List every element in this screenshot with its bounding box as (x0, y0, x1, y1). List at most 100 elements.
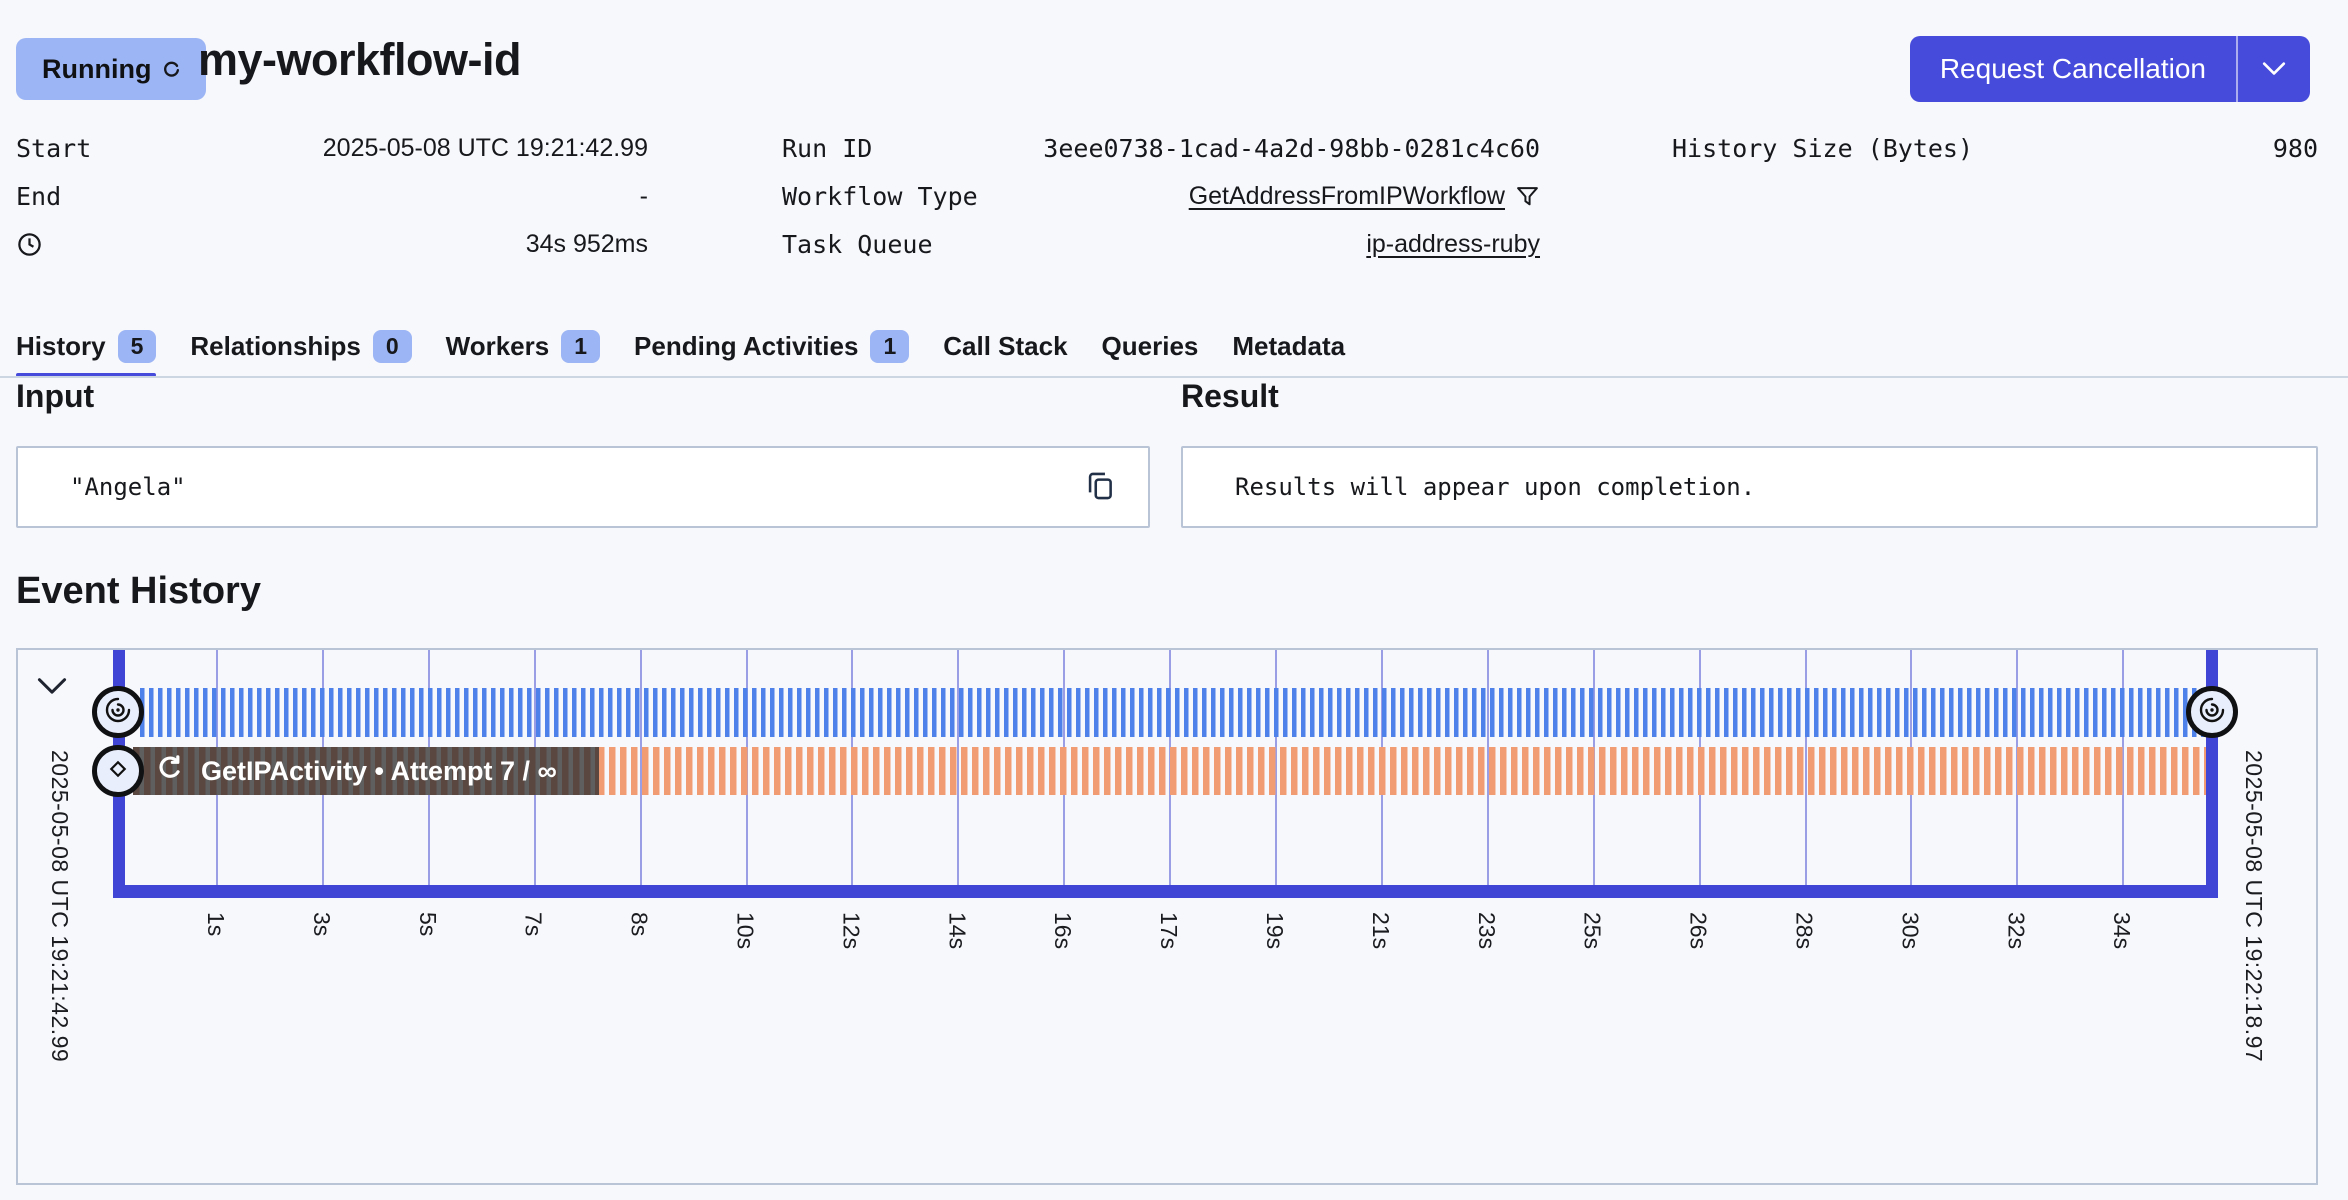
tab-queries[interactable]: Queries (1102, 330, 1199, 377)
request-cancellation-label[interactable]: Request Cancellation (1939, 53, 2206, 84)
running-spinner-icon (163, 54, 180, 85)
time-tick-label: 23s (1473, 912, 1500, 950)
timeline-end-date: 2025-05-08 UTC 19:22:18.97 (2241, 750, 2267, 1063)
time-tick-label: 19s (1262, 912, 1288, 950)
collapse-chevron-icon[interactable] (36, 676, 68, 700)
meta-row: End - (16, 172, 648, 220)
time-tick-label: 21s (1367, 912, 1394, 950)
time-tick-label: 17s (1156, 912, 1183, 950)
result-panel: Results will appear upon completion. (1181, 446, 2318, 528)
status-label: Running (42, 53, 152, 84)
temporal-spiral-icon (2198, 696, 2226, 729)
tab-bar: History 5 Relationships 0 Workers 1 Pending Ac… (16, 330, 1345, 377)
meta-row: History Size (Bytes) 980 (1672, 124, 2318, 172)
workflow-start-event-node[interactable] (92, 686, 144, 738)
time-tick-label: 30s (1897, 912, 1924, 950)
meta-column-history-size: History Size (Bytes) 980 (1672, 124, 2318, 172)
time-tick-label: 25s (1579, 912, 1606, 950)
meta-value: 2025-05-08 UTC 19:21:42.99 (322, 133, 648, 162)
time-tick-label: 3s (308, 912, 335, 937)
event-history-timeline: GetIPActivity • Attempt 7 / ∞ 2025-05-08… (16, 648, 2318, 1185)
meta-label: End (16, 181, 62, 211)
copy-icon[interactable] (1082, 469, 1118, 505)
tab-label: Queries (1101, 331, 1199, 361)
tab-count-badge: 0 (372, 330, 412, 363)
meta-value-group: 3eee0738-1cad-4a2d-98bb-0281c4c60 (1043, 134, 1540, 163)
meta-row: 34s 952ms (16, 220, 648, 268)
time-tick-label: 8s (626, 912, 653, 937)
meta-value-group: 34s 952ms (526, 230, 648, 259)
timeline-start-date: 2025-05-08 UTC 19:21:42.99 (47, 750, 73, 1063)
meta-column-workflow: Run ID 3eee0738-1cad-4a2d-98bb-0281c4c60 W… (782, 124, 1540, 268)
input-title: Input (16, 378, 95, 414)
activity-event-node[interactable] (92, 745, 144, 797)
tab-count-badge: 1 (561, 330, 601, 363)
temporal-spiral-icon (104, 696, 132, 729)
event-history-title: Event History (16, 570, 261, 612)
input-value: "Angela" (70, 473, 186, 501)
tab-label: Call Stack (943, 331, 1068, 361)
timeline-baseline (113, 885, 2218, 898)
meta-value-group: 2025-05-08 UTC 19:21:42.99 (323, 134, 648, 163)
clock-icon (16, 231, 43, 258)
result-title: Result (1181, 378, 1279, 414)
tab-count-badge: 1 (870, 330, 910, 363)
result-placeholder: Results will appear upon completion. (1235, 473, 1756, 501)
meta-label: Workflow Type (782, 181, 978, 211)
tab-history[interactable]: History 5 (16, 330, 157, 377)
meta-column-times: Start 2025-05-08 UTC 19:21:42.99 End - 34s 9… (16, 124, 648, 268)
tab-label: Relationships (190, 331, 361, 361)
meta-value: - (639, 181, 648, 210)
tab-relationships[interactable]: Relationships 0 (190, 330, 412, 377)
status-badge: Running (16, 38, 207, 100)
time-tick-label: 26s (1685, 912, 1712, 950)
time-tick-label: 16s (1050, 912, 1077, 950)
activity-chip[interactable]: GetIPActivity • Attempt 7 / ∞ (133, 747, 599, 795)
button-divider (2236, 36, 2238, 102)
meta-value: 980 (2272, 133, 2318, 163)
tab-label: Metadata (1232, 331, 1346, 361)
meta-value: 34s 952ms (525, 229, 648, 258)
page-title: my-workflow-id (198, 34, 522, 85)
activity-chip-label: GetIPActivity • Attempt 7 / ∞ (201, 755, 557, 786)
diamond-icon (105, 756, 131, 787)
time-tick-label: 10s (732, 912, 759, 950)
workflow-execution-bar[interactable] (140, 688, 2206, 737)
meta-row: Workflow Type GetAddressFromIPWorkflow (782, 172, 1540, 220)
meta-value-group: - (640, 182, 648, 211)
tab-label: History (16, 331, 106, 361)
time-tick-label: 34s (2109, 912, 2136, 950)
time-tick-label: 14s (944, 912, 971, 950)
meta-label: Start (16, 133, 92, 163)
meta-label: History Size (Bytes) (1672, 133, 1974, 163)
activity-retry-bar[interactable] (598, 747, 2206, 795)
time-tick-label: 32s (2003, 912, 2030, 950)
meta-row: Run ID 3eee0738-1cad-4a2d-98bb-0281c4c60 (782, 124, 1540, 172)
meta-value-group: ip-address-ruby (1366, 230, 1540, 259)
meta-label: Task Queue (782, 229, 933, 259)
meta-value-group: 980 (2273, 134, 2318, 163)
input-panel: "Angela" (16, 446, 1150, 528)
time-tick-label: 5s (414, 912, 441, 937)
retry-icon (155, 753, 185, 790)
tab-metadata[interactable]: Metadata (1232, 330, 1345, 377)
tab-pending-activities[interactable]: Pending Activities 1 (634, 330, 910, 377)
time-tick-label: 28s (1791, 912, 1818, 950)
filter-icon[interactable] (1515, 184, 1540, 209)
tab-call-stack[interactable]: Call Stack (943, 330, 1067, 377)
meta-value: 3eee0738-1cad-4a2d-98bb-0281c4c60 (1043, 133, 1540, 163)
tab-count-badge: 5 (117, 330, 157, 363)
meta-value-link[interactable]: ip-address-ruby (1366, 229, 1540, 258)
time-tick-label: 7s (520, 912, 547, 937)
meta-row: Task Queue ip-address-ruby (782, 220, 1540, 268)
tab-workers[interactable]: Workers 1 (446, 330, 601, 377)
tab-label: Pending Activities (634, 331, 859, 361)
meta-value-link[interactable]: GetAddressFromIPWorkflow (1188, 181, 1505, 210)
tabs-divider (0, 376, 2348, 378)
request-cancellation-button[interactable]: Request Cancellation (1909, 36, 2310, 102)
chevron-down-icon[interactable] (2238, 36, 2310, 102)
meta-label: Run ID (782, 133, 873, 163)
workflow-current-event-node[interactable] (2186, 686, 2238, 738)
time-tick-label: 12s (838, 912, 865, 950)
